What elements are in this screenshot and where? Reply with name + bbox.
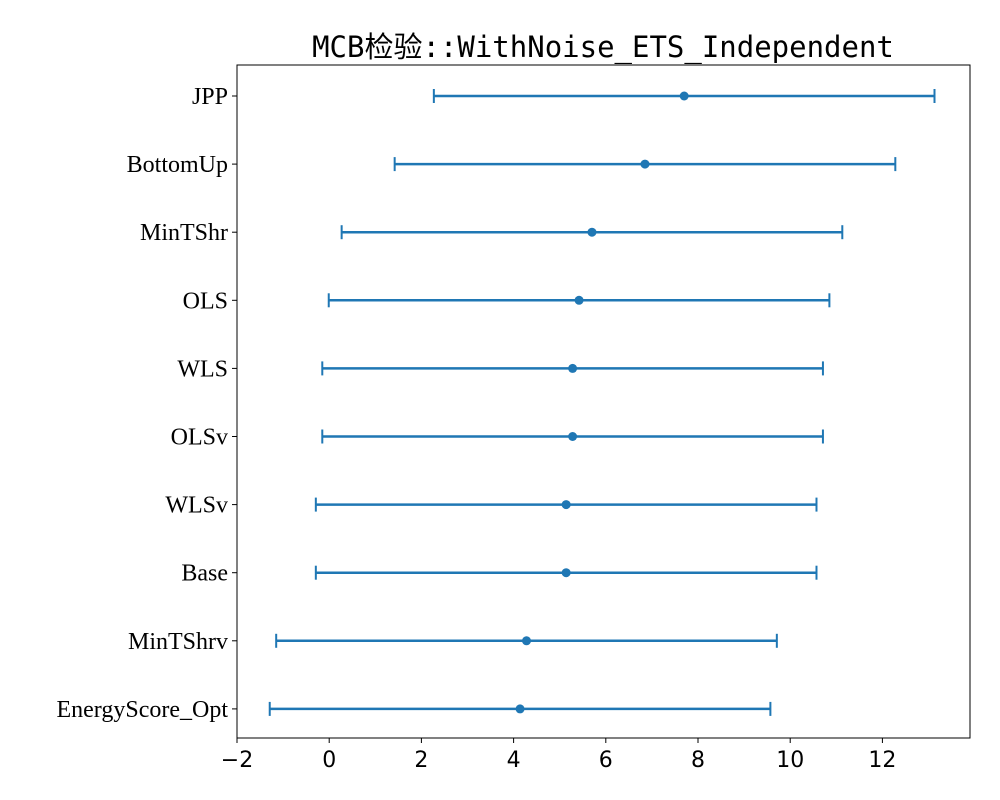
mean-point [515, 704, 525, 714]
mean-point [568, 432, 578, 441]
x-tick-label: 10 [776, 748, 804, 773]
mean-point [568, 363, 578, 373]
y-tick-label: WLS [177, 356, 228, 382]
y-tick-label: Base [181, 561, 228, 587]
y-tick-label: JPP [192, 84, 228, 110]
mean-point [522, 636, 532, 646]
mean-point [640, 159, 650, 169]
mean-point [679, 91, 689, 101]
y-axis: JPP BottomUp MinTShr OLS WLS OLSv WLSv Base MinT… [56, 84, 237, 723]
y-tick-label: MinTShr [140, 220, 228, 246]
x-tick-label: 8 [691, 748, 705, 773]
plot-frame [236, 64, 971, 739]
y-tick-label: MinTShrv [128, 629, 228, 655]
x-tick-label: −2 [221, 748, 253, 773]
mean-point [561, 500, 571, 510]
x-tick-label: 4 [507, 748, 521, 773]
mean-point [574, 295, 584, 305]
x-axis: −2 0 2 4 6 8 10 12 [221, 738, 896, 773]
y-tick-label: EnergyScore_Opt [56, 697, 228, 723]
chart-title: MCB检验::WithNoise_ETS_Independent [312, 30, 894, 65]
y-tick-label: OLSv [171, 425, 228, 451]
x-tick-label: 6 [599, 748, 613, 773]
mean-point [587, 227, 597, 237]
plot-marks [268, 89, 936, 716]
y-tick-label: WLSv [165, 493, 228, 519]
y-tick-label: BottomUp [127, 152, 228, 178]
x-tick-label: 0 [322, 748, 336, 773]
y-tick-label: OLS [183, 288, 228, 314]
mean-point [561, 568, 571, 578]
x-tick-label: 12 [868, 748, 896, 773]
x-tick-label: 2 [414, 748, 428, 773]
